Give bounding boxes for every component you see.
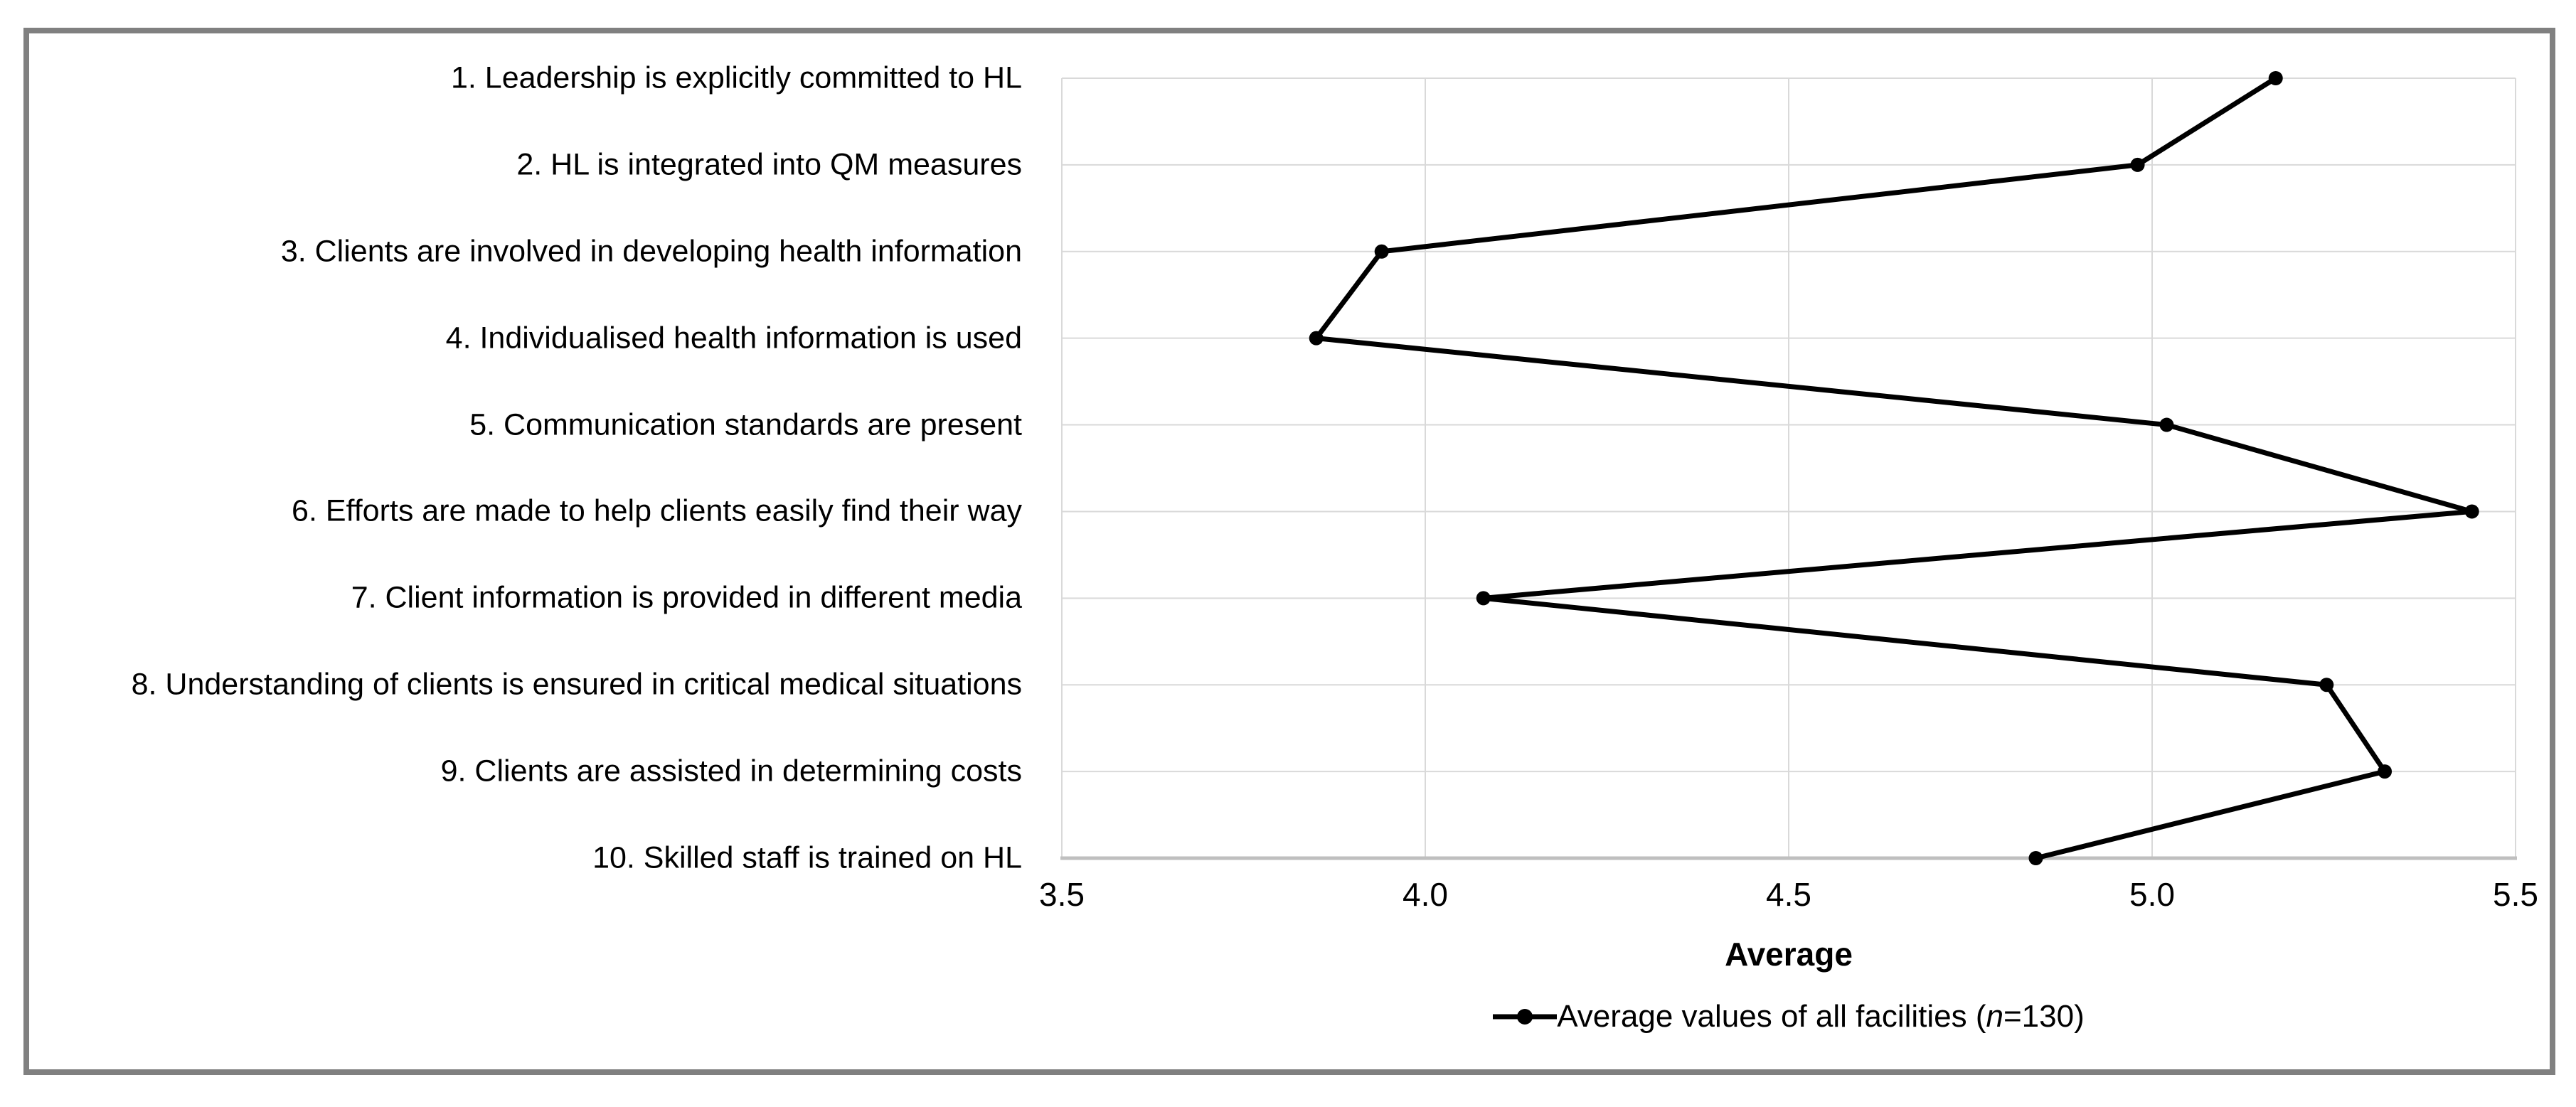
data-point [2028, 851, 2043, 865]
x-axis-title: Average [1725, 936, 1853, 973]
x-tick-label: 3.5 [1039, 876, 1085, 913]
data-point [1476, 591, 1491, 606]
x-tick-label: 5.0 [2129, 876, 2175, 913]
category-label: 2. HL is integrated into QM measures [516, 147, 1022, 182]
category-label: 9. Clients are assisted in determining c… [440, 754, 1022, 788]
category-label: 5. Communication standards are present [469, 407, 1022, 442]
x-tick-label: 4.0 [1403, 876, 1448, 913]
legend-label: Average values of all facilities (n=130) [1557, 999, 2085, 1034]
data-point [2464, 504, 2479, 519]
data-point [2319, 678, 2334, 692]
category-label: 1. Leadership is explicitly committed to… [450, 60, 1022, 95]
data-point [2130, 157, 2145, 172]
figure-border [23, 28, 2555, 1075]
x-tick-label: 5.5 [2493, 876, 2538, 913]
category-label: 8. Understanding of clients is ensured i… [131, 667, 1022, 702]
category-label: 10. Skilled staff is trained on HL [592, 840, 1022, 875]
data-point [2159, 417, 2174, 432]
x-tick-label: 4.5 [1766, 876, 1811, 913]
data-point [1309, 331, 1324, 346]
data-point [2378, 764, 2393, 779]
category-label: 7. Client information is provided in dif… [351, 580, 1022, 615]
series-line [1311, 76, 2473, 861]
category-label: 6. Efforts are made to help clients easi… [292, 493, 1022, 528]
legend-line-marker-icon [1493, 1007, 1558, 1026]
data-point [1374, 244, 1389, 259]
category-label: 4. Individualised health information is … [445, 320, 1022, 355]
legend: Average values of all facilities (n=130) [1062, 999, 2516, 1034]
category-label: 3. Clients are involved in developing he… [280, 234, 1022, 269]
data-point [2268, 71, 2283, 85]
